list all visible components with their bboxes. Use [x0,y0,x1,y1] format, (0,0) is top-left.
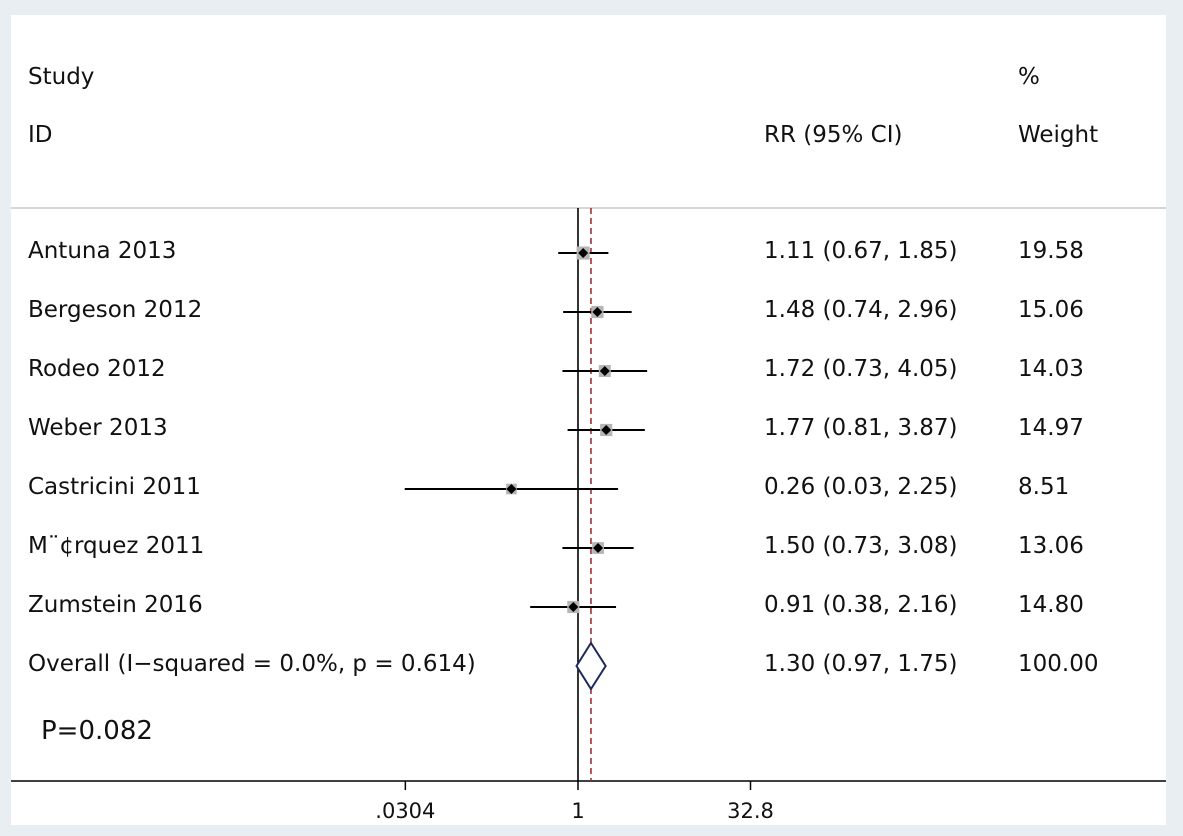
study-rr-ci: 1.48 (0.74, 2.96) [764,297,958,323]
header-rr: RR (95% CI) [764,122,903,148]
study-weight: 14.03 [1018,356,1084,382]
study-weight: 19.58 [1018,238,1084,264]
x-tick-label: .0304 [375,799,436,823]
study-id: Castricini 2011 [28,474,201,500]
header-percent: % [1018,64,1040,90]
overall-rr-ci: 1.30 (0.97, 1.75) [764,651,958,677]
study-id: Rodeo 2012 [28,356,166,382]
point-estimate-marker [568,602,579,612]
study-id: Bergeson 2012 [28,297,203,323]
forest-plot-panel: Study ID RR (95% CI) % Weight Antuna 201… [11,15,1166,825]
study-id: Weber 2013 [28,415,168,441]
study-id: Zumstein 2016 [28,592,203,618]
study-weight: 14.80 [1018,592,1084,618]
header-id: ID [28,122,53,148]
overall-diamond [575,641,607,691]
x-tick-label: 32.8 [727,799,774,823]
header-weight: Weight [1018,122,1099,148]
study-rr-ci: 1.11 (0.67, 1.85) [764,238,958,264]
study-weight: 8.51 [1018,474,1070,500]
overall-label: Overall (I−squared = 0.0%, p = 0.614) [28,651,476,677]
study-rr-ci: 0.91 (0.38, 2.16) [764,592,958,618]
study-weight: 15.06 [1018,297,1084,323]
header-study: Study [28,64,95,90]
p-value-annotation: P=0.082 [41,716,153,746]
overall-weight: 100.00 [1018,651,1099,677]
study-rr-ci: 0.26 (0.03, 2.25) [764,474,958,500]
point-estimate-marker [592,307,603,317]
forest-plot-svg [11,207,1166,790]
x-tick-label: 1 [571,799,585,823]
study-id: Antuna 2013 [28,238,177,264]
point-estimate-marker [601,425,612,435]
point-estimate-marker [599,366,610,376]
study-weight: 14.97 [1018,415,1084,441]
point-estimate-marker [593,543,604,553]
study-rr-ci: 1.50 (0.73, 3.08) [764,533,958,559]
point-estimate-marker [506,484,517,494]
study-rr-ci: 1.77 (0.81, 3.87) [764,415,958,441]
study-weight: 13.06 [1018,533,1084,559]
study-rr-ci: 1.72 (0.73, 4.05) [764,356,958,382]
study-id: M¨¢rquez 2011 [28,533,205,559]
point-estimate-marker [578,248,589,258]
